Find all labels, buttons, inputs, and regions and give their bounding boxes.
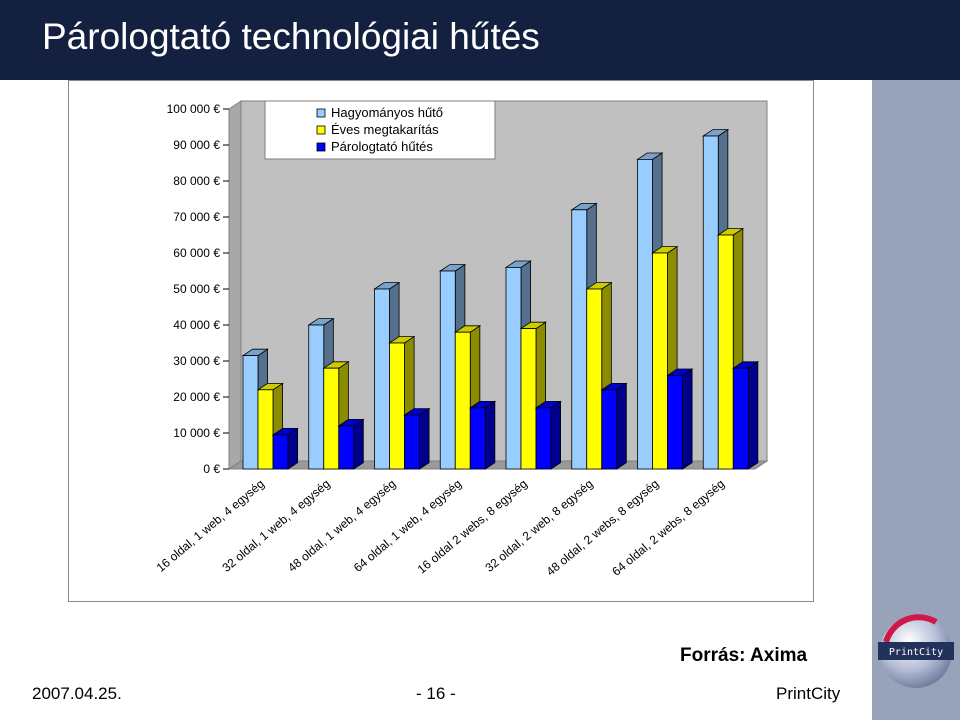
y-tick-label: 30 000 € <box>173 354 220 368</box>
bar <box>717 234 734 470</box>
footer-date: 2007.04.25. <box>32 684 122 703</box>
bar <box>404 414 420 470</box>
x-tick-label: 64 oldal, 1 web, 4 egység <box>351 477 464 575</box>
bar-side <box>419 407 430 470</box>
bar <box>308 324 325 470</box>
x-tick-label: 16 oldal 2 webs, 8 egység <box>415 477 530 577</box>
bar <box>242 355 259 470</box>
bar <box>601 389 618 470</box>
bar <box>652 252 668 470</box>
y-tick-label: 100 000 € <box>167 102 221 116</box>
chart-frame: 0 € 10 000 € 20 000 € 30 000 € 40 000 € 50 00… <box>68 80 814 602</box>
bar <box>535 407 552 470</box>
bar-side <box>550 400 562 470</box>
x-tick-label: 32 oldal, 1 web, 4 egység <box>219 477 332 575</box>
footer-page-number: - 16 - <box>416 684 456 703</box>
y-tick-label: 20 000 € <box>173 390 220 404</box>
bar-side <box>287 427 299 470</box>
bar <box>732 367 749 470</box>
bar <box>454 331 471 470</box>
legend-swatch <box>316 125 326 135</box>
bar-side <box>616 382 627 470</box>
bar <box>586 288 603 470</box>
bar <box>338 425 355 470</box>
x-tick-label: 16 oldal, 1 web, 4 egység <box>154 477 267 575</box>
y-tick-label: 50 000 € <box>173 282 220 296</box>
bar <box>505 266 522 470</box>
y-tick-label: 90 000 € <box>173 138 220 152</box>
logo-arc <box>883 614 938 643</box>
bar <box>323 367 340 470</box>
x-tick-label: 64 oldal, 2 webs, 8 egység <box>609 477 727 579</box>
bar-side <box>353 418 364 470</box>
bar <box>439 270 456 470</box>
bar <box>702 135 719 470</box>
bar <box>374 288 390 470</box>
y-tick-label: 40 000 € <box>173 318 220 332</box>
bar <box>272 434 289 470</box>
bar-side <box>484 400 496 470</box>
y-tick-label: 80 000 € <box>173 174 220 188</box>
bar-side <box>747 361 759 470</box>
chart-svg: 0 € 10 000 € 20 000 € 30 000 € 40 000 € 50 00… <box>154 100 769 579</box>
printcity-logo: PrintCity <box>878 614 954 688</box>
slide-title: Párologtató technológiai hűtés <box>42 16 540 57</box>
legend-box <box>264 100 496 160</box>
footer-brand: PrintCity <box>776 684 841 703</box>
bar <box>520 328 537 470</box>
legend-swatch <box>316 108 326 118</box>
legend-label: Éves megtakarítás <box>331 122 439 137</box>
legend-label: Hagyományos hűtő <box>331 105 443 120</box>
x-tick-label: 48 oldal, 1 web, 4 egység <box>285 477 398 575</box>
title-bar <box>0 0 960 80</box>
side-band <box>872 80 960 720</box>
bar <box>469 407 486 470</box>
logo-text: PrintCity <box>889 647 943 658</box>
legend-label: Párologtató hűtés <box>331 139 433 154</box>
bar <box>571 209 588 470</box>
x-tick-label: 48 oldal, 2 webs, 8 egység <box>544 477 662 579</box>
bar <box>257 389 274 470</box>
logo-band <box>878 642 954 660</box>
chart-side-wall <box>228 100 242 470</box>
bar <box>667 374 683 470</box>
y-tick-label: 70 000 € <box>173 210 220 224</box>
y-tick-label: 10 000 € <box>173 426 220 440</box>
legend-swatch <box>316 142 326 152</box>
bar <box>389 342 405 470</box>
bar <box>637 159 653 470</box>
source-text: Forrás: Axima <box>680 645 808 666</box>
y-tick-label: 60 000 € <box>173 246 220 260</box>
bar-side <box>682 368 693 470</box>
y-tick-label: 0 € <box>203 462 220 476</box>
x-tick-label: 32 oldal, 2 web, 8 egység <box>482 477 595 575</box>
